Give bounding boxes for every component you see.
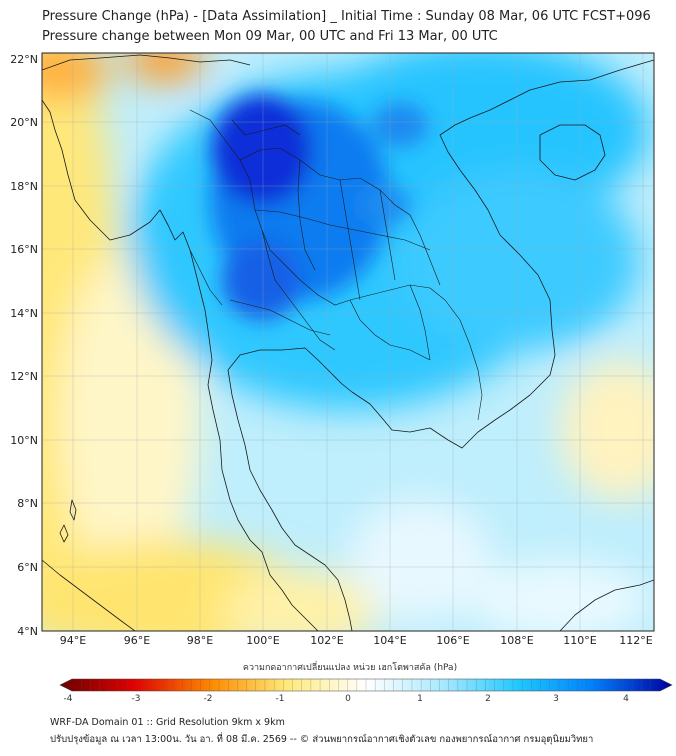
map-title: Pressure Change (hPa) - [Data Assimilati… [42,9,651,24]
colorbar-tick: -4 [64,694,73,704]
lat-tick: 20°N [10,116,38,129]
lat-tick: 16°N [10,243,38,256]
lat-tick: 22°N [10,53,38,66]
colorbar-tick: 0 [345,694,351,704]
lat-tick: 18°N [10,180,38,193]
lat-tick: 10°N [10,434,38,447]
colorbar-tick: -1 [276,694,285,704]
province-borders [189,109,483,421]
lon-tick: 106°E [436,634,469,647]
colorbar-tick: 1 [417,694,423,704]
lat-tick: 12°N [10,370,38,383]
graticule [42,53,654,631]
pressure-field [42,53,654,631]
lat-tick: 4°N [17,625,38,638]
lon-tick: 98°E [187,634,213,647]
longitude-axis: 94°E 96°E 98°E 100°E 102°E 104°E 106°E 1… [60,634,653,647]
lon-tick: 112°E [619,634,652,647]
colorbar: ความกดอากาศเปลี่ยนแปลง หน่วย เฮกโตพาสคัล… [59,660,673,704]
map-frame [41,52,655,632]
lon-tick: 104°E [373,634,406,647]
lon-tick: 96°E [124,634,150,647]
map-subtitle: Pressure change between Mon 09 Mar, 00 U… [42,29,498,44]
colorbar-tick: 3 [553,694,559,704]
lat-tick: 8°N [17,497,38,510]
lat-tick: 6°N [17,561,38,574]
lon-tick: 94°E [60,634,86,647]
lon-tick: 100°E [246,634,279,647]
lon-tick: 110°E [563,634,596,647]
coastlines [42,54,654,631]
footer-credit: ปรับปรุงข้อมูล ณ เวลา 13:00น. วัน อา. ที… [50,734,594,745]
latitude-axis: 22°N 20°N 18°N 16°N 14°N 12°N 10°N 8°N 6… [10,53,38,638]
lon-tick: 102°E [310,634,343,647]
colorbar-tick: 2 [485,694,491,704]
lat-tick: 14°N [10,307,38,320]
lon-tick: 108°E [500,634,533,647]
colorbar-tick: 4 [623,694,629,704]
colorbar-tick: -3 [132,694,141,704]
colorbar-label: ความกดอากาศเปลี่ยนแปลง หน่วย เฮกโตพาสคัล… [243,660,457,673]
colorbar-tick: -2 [204,694,213,704]
footer-domain-info: WRF-DA Domain 01 :: Grid Resolution 9km … [50,717,285,728]
